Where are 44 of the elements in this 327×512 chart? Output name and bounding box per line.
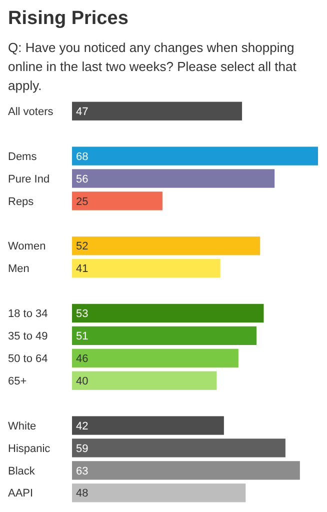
y-tick-label: All voters (8, 106, 54, 118)
data-label: 42 (76, 420, 88, 432)
data-label: 47 (76, 106, 88, 118)
y-tick-label: Hispanic (8, 442, 51, 455)
data-label: 53 (76, 308, 88, 320)
y-tick-label: Men (8, 263, 30, 276)
bar (72, 348, 238, 368)
y-tick-label: AAPI (8, 488, 34, 500)
y-tick-label: White (8, 420, 36, 432)
bar (72, 416, 224, 435)
data-label: 52 (76, 240, 88, 253)
data-label: 68 (76, 150, 88, 163)
data-label: 46 (76, 352, 88, 365)
data-label: 40 (76, 375, 88, 388)
bar (72, 146, 318, 166)
bar (72, 258, 220, 278)
y-tick-label: 65+ (8, 375, 27, 388)
bar (72, 102, 242, 120)
data-label: 56 (76, 173, 88, 186)
chart-subtitle: Q: Have you noticed any changes when shopping online in the last two weeks? Please select all that apply. (8, 40, 297, 93)
bar (72, 326, 256, 346)
y-tick-label: Black (8, 465, 36, 478)
y-tick-label: Pure Ind (8, 173, 50, 186)
bar (72, 484, 246, 502)
bar (72, 169, 275, 188)
bar (72, 461, 300, 480)
chart-title: Rising Prices (8, 8, 128, 29)
data-label: 51 (76, 330, 88, 343)
data-label: 59 (76, 442, 88, 455)
bar (72, 192, 162, 210)
y-tick-label: 18 to 34 (8, 308, 48, 320)
y-tick-label: 50 to 64 (8, 352, 48, 365)
bar (72, 304, 264, 323)
y-tick-label: Dems (8, 150, 38, 163)
data-label: 41 (76, 263, 88, 276)
bar (72, 236, 260, 256)
bar (72, 438, 286, 458)
y-tick-label: Reps (8, 196, 34, 208)
data-label: 25 (76, 196, 88, 208)
y-tick-label: Women (8, 240, 46, 253)
y-tick-label: 35 to 49 (8, 330, 48, 343)
data-label: 63 (76, 465, 88, 478)
data-label: 48 (76, 488, 88, 500)
bar (72, 371, 217, 390)
